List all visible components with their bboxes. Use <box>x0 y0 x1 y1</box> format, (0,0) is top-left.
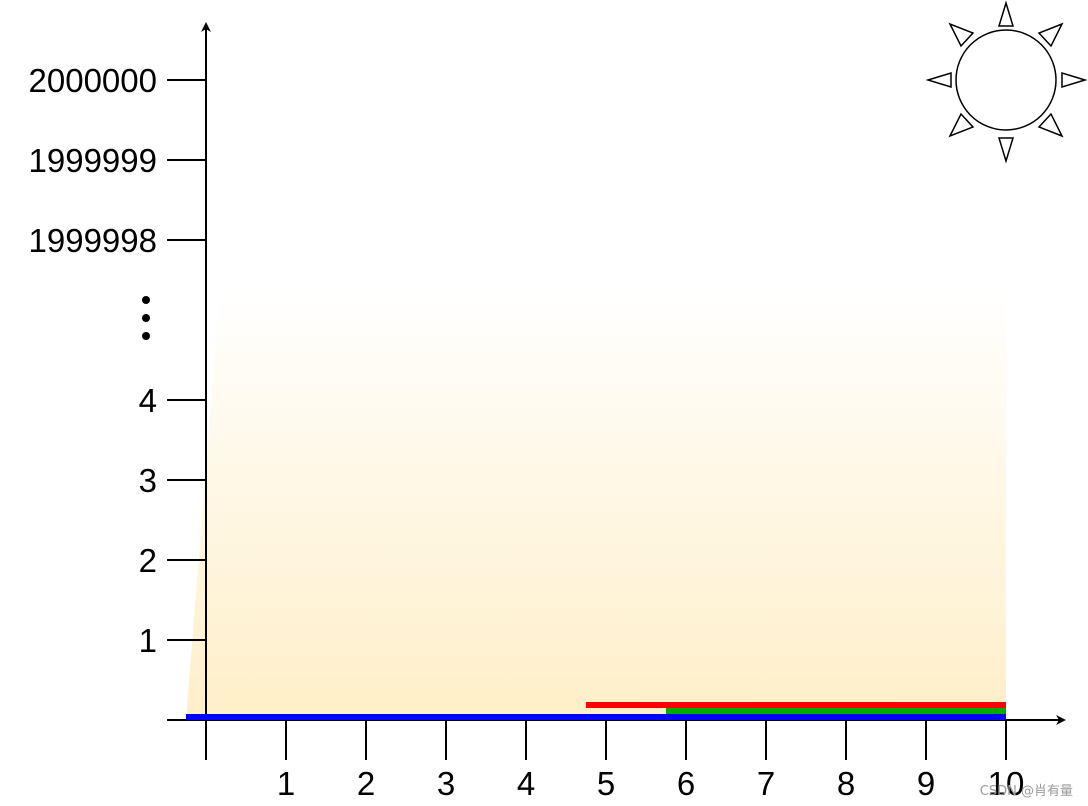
y-tick-label: 2000000 <box>29 62 157 99</box>
y-tick-labels: 1 2 3 4 1999998 1999999 2000000 <box>29 62 157 659</box>
y-tick-label: 1999999 <box>29 142 157 179</box>
x-tick-label: 2 <box>357 765 375 802</box>
x-tick-label: 8 <box>837 765 855 802</box>
x-tick-label: 6 <box>677 765 695 802</box>
green-segment <box>666 708 1006 714</box>
y-tick-label: 2 <box>139 542 157 579</box>
blue-segment <box>186 714 1006 720</box>
sun-icon <box>925 0 1088 164</box>
watermark: CSDN @肖有量 <box>980 784 1073 799</box>
x-ticks <box>205 720 1007 760</box>
segments <box>186 702 1006 720</box>
y-tick-label: 1999998 <box>29 222 157 259</box>
x-tick-label: 10 <box>988 765 1025 802</box>
x-tick-labels: 1 2 3 4 5 6 7 8 9 10 <box>277 765 1025 802</box>
y-ticks <box>167 79 206 641</box>
y-tick-label: 4 <box>139 382 157 419</box>
y-ellipsis: ⋮ <box>142 296 150 340</box>
y-tick-label: 3 <box>139 462 157 499</box>
x-tick-label: 5 <box>597 765 615 802</box>
x-tick-label: 7 <box>757 765 775 802</box>
x-tick-label: 9 <box>917 765 935 802</box>
x-tick-label: 4 <box>517 765 535 802</box>
x-tick-label: 1 <box>277 765 295 802</box>
gradient-area <box>186 290 1006 720</box>
y-tick-label: 1 <box>139 622 157 659</box>
red-segment <box>586 702 1006 708</box>
x-tick-label: 3 <box>437 765 455 802</box>
